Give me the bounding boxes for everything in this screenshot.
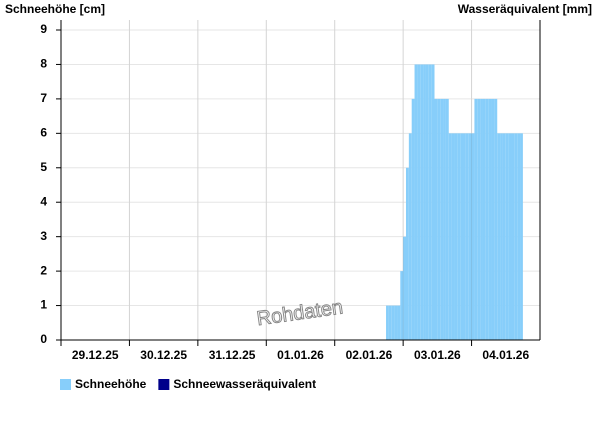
bar — [488, 98, 492, 340]
watermark: Rohdaten — [255, 296, 344, 330]
bar — [485, 98, 489, 340]
x-tick-label: 02.01.26 — [346, 348, 393, 362]
legend-label: Schneehöhe — [75, 377, 147, 391]
bar — [508, 133, 512, 340]
y2-axis-label: Wasseräquivalent [mm] — [458, 2, 592, 16]
bar — [465, 133, 469, 340]
bar — [451, 133, 455, 340]
bar — [445, 98, 449, 340]
y-tick-label: 7 — [40, 91, 47, 105]
bar — [388, 305, 392, 340]
bar — [425, 64, 429, 340]
bar — [431, 64, 435, 340]
x-tick-label: 29.12.25 — [72, 348, 119, 362]
bar — [420, 64, 424, 340]
bar — [417, 64, 421, 340]
bar — [497, 133, 501, 340]
bar — [482, 98, 486, 340]
legend-swatch — [60, 379, 71, 390]
y-tick-label: 8 — [40, 57, 47, 71]
x-tick-label: 30.12.25 — [140, 348, 187, 362]
bar — [434, 98, 438, 340]
bar — [477, 98, 481, 340]
bar — [403, 236, 406, 340]
bar — [463, 133, 466, 340]
bar — [443, 98, 446, 340]
bar — [400, 271, 404, 340]
bar — [491, 98, 495, 340]
y-tick-label: 0 — [40, 332, 47, 346]
bar — [408, 133, 412, 340]
bar — [405, 167, 409, 340]
x-tick-label: 03.01.26 — [414, 348, 461, 362]
y-tick-label: 9 — [40, 22, 47, 36]
y-tick-label: 2 — [40, 263, 47, 277]
y-axis-label: Schneehöhe [cm] — [5, 2, 105, 16]
bar — [397, 305, 401, 340]
bar — [386, 305, 389, 340]
bar — [474, 98, 478, 340]
bar — [502, 133, 506, 340]
bar — [423, 64, 426, 340]
y-tick-label: 3 — [40, 229, 47, 243]
y-tick-label: 6 — [40, 126, 47, 140]
bar — [411, 98, 415, 340]
bar — [454, 133, 458, 340]
bar — [494, 98, 498, 340]
bar — [511, 133, 515, 340]
y-tick-label: 1 — [40, 298, 47, 312]
bar — [517, 133, 521, 340]
bar — [520, 133, 523, 340]
bar — [460, 133, 464, 340]
bar — [480, 98, 483, 340]
bar — [440, 98, 444, 340]
bar — [457, 133, 461, 340]
bar — [468, 133, 472, 340]
bar — [394, 305, 398, 340]
y-tick-label: 5 — [40, 160, 47, 174]
legend-swatch — [158, 379, 170, 390]
x-tick-label: 01.01.26 — [277, 348, 324, 362]
bar — [437, 98, 441, 340]
bar — [500, 133, 503, 340]
bar — [428, 64, 432, 340]
bar — [505, 133, 509, 340]
bar — [471, 133, 475, 340]
bar — [391, 305, 395, 340]
bar — [514, 133, 518, 340]
legend-label: Schneewasseräquivalent — [173, 377, 316, 391]
y-tick-label: 4 — [40, 194, 47, 208]
bar — [448, 133, 452, 340]
x-tick-label: 04.01.26 — [482, 348, 529, 362]
x-tick-label: 31.12.25 — [209, 348, 256, 362]
bar — [414, 64, 418, 340]
